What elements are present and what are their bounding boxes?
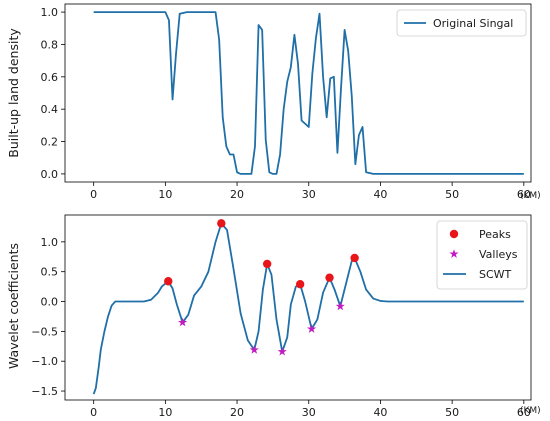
top-x-tick-label-3: 30 bbox=[302, 188, 316, 201]
peaks-marker-0 bbox=[164, 277, 173, 286]
bottom-x-tick-label-1: 10 bbox=[158, 406, 172, 419]
top-y-tick-label-2: 0.4 bbox=[41, 103, 59, 116]
top-x-tick-label-1: 10 bbox=[158, 188, 172, 201]
bottom-x-tick-label-4: 40 bbox=[373, 406, 387, 419]
bottom-legend-label-valleys: Valleys bbox=[479, 248, 518, 261]
peaks-marker-4 bbox=[325, 273, 334, 282]
bottom-series-group bbox=[92, 219, 524, 395]
valleys-marker-0 bbox=[178, 317, 188, 327]
bottom-chart-panel: 0 10 20 30 40 50 60 −1.5 −1.0 −0.5 0.0 0.5 1.0 Wavel… bbox=[6, 214, 541, 419]
bottom-y-axis-label: Wavelet coefficients bbox=[6, 243, 21, 369]
bottom-series-line-0 bbox=[92, 222, 524, 395]
bottom-legend: Peaks Valleys SCWT bbox=[436, 220, 528, 290]
valleys-marker-4 bbox=[335, 301, 345, 311]
bottom-x-tick-label-6: 60 bbox=[517, 406, 531, 419]
bottom-legend-box bbox=[436, 220, 528, 290]
top-y-tick-label-4: 0.8 bbox=[41, 38, 59, 51]
bottom-y-tick-label-2: −0.5 bbox=[31, 325, 58, 338]
peaks-marker-5 bbox=[350, 253, 359, 263]
top-x-unit-label: (KM) bbox=[520, 191, 541, 201]
valleys-marker-3 bbox=[307, 324, 317, 333]
bottom-x-tick-label-5: 50 bbox=[445, 406, 459, 419]
peaks-marker-2 bbox=[262, 259, 272, 269]
top-y-tick-label-0: 0.0 bbox=[41, 168, 59, 181]
top-legend-box bbox=[396, 9, 527, 37]
top-plot-frame bbox=[64, 3, 532, 183]
top-legend-label-original: Original Singal bbox=[433, 17, 513, 30]
valleys-marker-2 bbox=[277, 346, 287, 356]
top-tick-group: 0 10 20 30 40 50 60 0.0 0.2 0.4 0.6 0.8 1.0 bbox=[41, 6, 531, 201]
top-x-tick-label-6: 60 bbox=[517, 188, 531, 201]
peaks-marker-1 bbox=[217, 219, 226, 228]
bottom-y-tick-label-0: −1.5 bbox=[31, 385, 58, 398]
bottom-plot-frame bbox=[64, 214, 532, 401]
top-x-tick-label-4: 40 bbox=[373, 188, 387, 201]
top-x-tick-label-0: 0 bbox=[90, 188, 97, 201]
bottom-tick-group: 0 10 20 30 40 50 60 −1.5 −1.0 −0.5 0.0 0.5 1.0 bbox=[31, 236, 531, 419]
top-legend: Original Singal bbox=[396, 9, 527, 37]
bottom-legend-swatch-peaks bbox=[449, 229, 459, 239]
top-chart-panel: 0 10 20 30 40 50 60 0.0 0.2 0.4 0.6 0.8 1.0 Built-up… bbox=[6, 3, 541, 201]
bottom-y-tick-label-4: 0.5 bbox=[41, 266, 59, 279]
valleys-marker-1 bbox=[249, 345, 259, 354]
bottom-x-tick-label-3: 30 bbox=[302, 406, 316, 419]
top-series-group bbox=[93, 11, 524, 175]
top-series-line-0 bbox=[93, 11, 524, 175]
bottom-legend-label-scwt: SCWT bbox=[479, 268, 512, 281]
top-y-tick-label-3: 0.6 bbox=[41, 71, 59, 84]
bottom-y-tick-label-5: 1.0 bbox=[41, 236, 59, 249]
peaks-marker-3 bbox=[295, 280, 305, 289]
top-y-tick-label-5: 1.0 bbox=[41, 6, 59, 19]
bottom-legend-swatch-valleys bbox=[449, 249, 459, 258]
bottom-x-tick-label-2: 20 bbox=[230, 406, 244, 419]
top-x-tick-label-5: 50 bbox=[445, 188, 459, 201]
top-y-tick-label-1: 0.2 bbox=[41, 136, 59, 149]
top-y-axis-label: Built-up land density bbox=[6, 28, 21, 158]
top-x-tick-label-2: 20 bbox=[230, 188, 244, 201]
bottom-legend-label-peaks: Peaks bbox=[479, 228, 511, 241]
bottom-y-tick-label-1: −1.0 bbox=[31, 355, 58, 368]
bottom-y-tick-label-3: 0.0 bbox=[41, 296, 59, 309]
bottom-x-tick-label-0: 0 bbox=[90, 406, 97, 419]
bottom-x-unit-label: (KM) bbox=[520, 406, 541, 416]
